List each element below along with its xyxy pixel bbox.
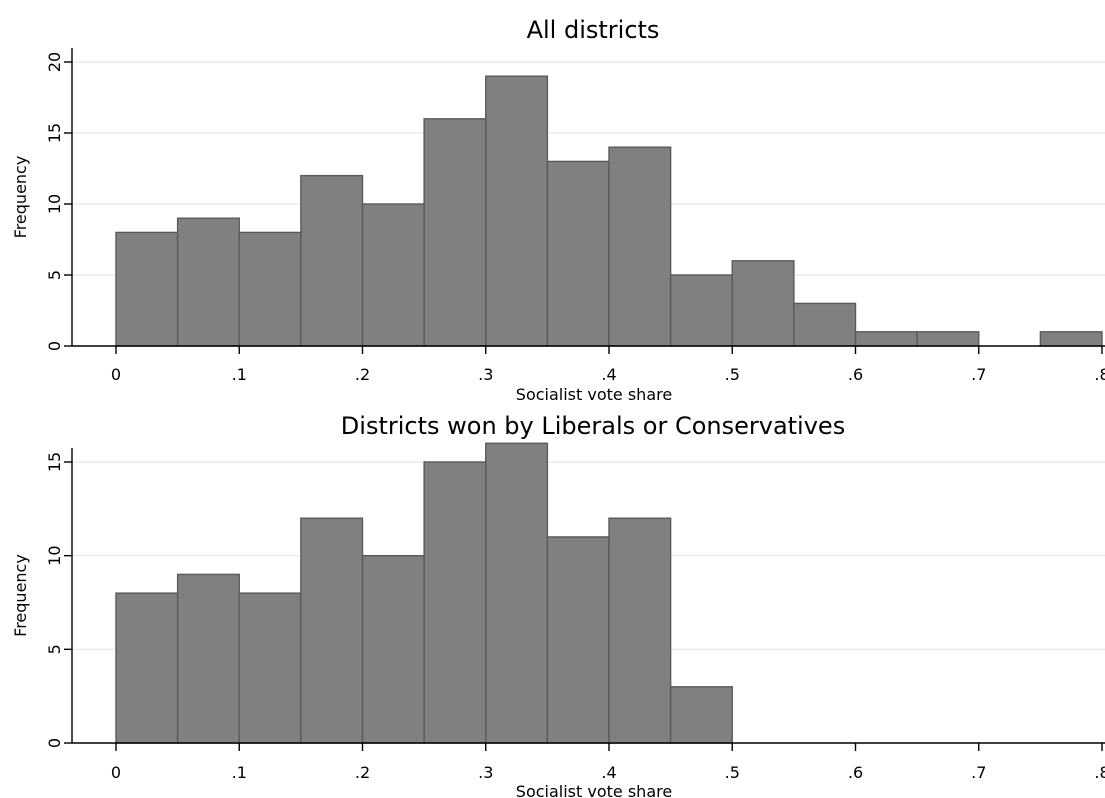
x-tick-label: .8: [1094, 763, 1105, 782]
x-tick-label: 0: [111, 763, 121, 782]
x-tick-label: .7: [971, 365, 986, 384]
histogram-bar: [300, 174, 364, 347]
histogram-bar: [238, 592, 302, 744]
histogram-bar: [176, 573, 240, 744]
x-tick-label: .5: [725, 763, 740, 782]
y-tick-label: 5: [45, 644, 64, 654]
x-tick-label: .3: [478, 365, 493, 384]
histogram-bar: [115, 592, 179, 744]
histogram-bar: [546, 160, 610, 347]
x-tick-label: .8: [1094, 365, 1105, 384]
chart-title: All districts: [527, 16, 660, 44]
histogram-bar: [916, 331, 980, 347]
y-tick-label: 0: [45, 738, 64, 748]
histogram-bar: [423, 118, 487, 347]
histogram-bar: [608, 517, 672, 744]
chart-panel-2: 0 5 10 15 0 .1 .2 .3 .4 .5 .6 .7 .8 Districts won by …: [11, 412, 1105, 798]
histogram-bar: [485, 75, 549, 347]
x-tick-label: .1: [232, 763, 247, 782]
x-tick-label: .7: [971, 763, 986, 782]
y-axis-label: Frequency: [11, 156, 30, 239]
histogram-bar: [731, 260, 795, 347]
histogram-bar: [300, 517, 364, 744]
x-axis-label: Socialist vote share: [516, 782, 672, 798]
histogram-bar: [423, 461, 487, 744]
histogram-bar: [176, 217, 240, 347]
x-tick-label: .4: [601, 763, 616, 782]
x-tick-label: 0: [111, 365, 121, 384]
histogram-bar: [793, 302, 857, 347]
y-tick-label: 0: [45, 341, 64, 351]
x-tick-label: .6: [848, 763, 863, 782]
x-tick-label: .4: [601, 365, 616, 384]
histogram-bar: [1039, 331, 1103, 347]
histogram-bar: [485, 442, 549, 744]
histogram-bar: [115, 231, 179, 347]
y-tick-label: 15: [45, 452, 64, 472]
x-axis-label: Socialist vote share: [516, 385, 672, 404]
y-tick-label: 15: [45, 123, 64, 143]
histogram-bar: [669, 274, 733, 347]
y-tick-label: 5: [45, 270, 64, 280]
histogram-bar: [361, 554, 425, 744]
y-axis-label: Frequency: [11, 554, 30, 637]
x-tick-label: .5: [725, 365, 740, 384]
histogram-bar: [238, 231, 302, 347]
x-tick-label: .2: [355, 365, 370, 384]
histogram-bar: [546, 536, 610, 744]
x-tick-label: .1: [232, 365, 247, 384]
histogram-bar: [854, 331, 918, 347]
x-tick-label: .6: [848, 365, 863, 384]
y-tick-label: 20: [45, 52, 64, 72]
y-tick-label: 10: [45, 545, 64, 565]
histogram-bar: [361, 203, 425, 347]
histogram-bar: [669, 686, 733, 744]
chart-title: Districts won by Liberals or Conservativ…: [341, 412, 845, 440]
x-tick-label: .2: [355, 763, 370, 782]
x-tick-label: .3: [478, 763, 493, 782]
chart-panel-1: 0 5 10 15 20 0 .1 .2 .3 .4 .5 .6 .7 .8 All districts So…: [11, 16, 1105, 404]
histogram-bar: [608, 146, 672, 347]
y-tick-label: 10: [45, 194, 64, 214]
